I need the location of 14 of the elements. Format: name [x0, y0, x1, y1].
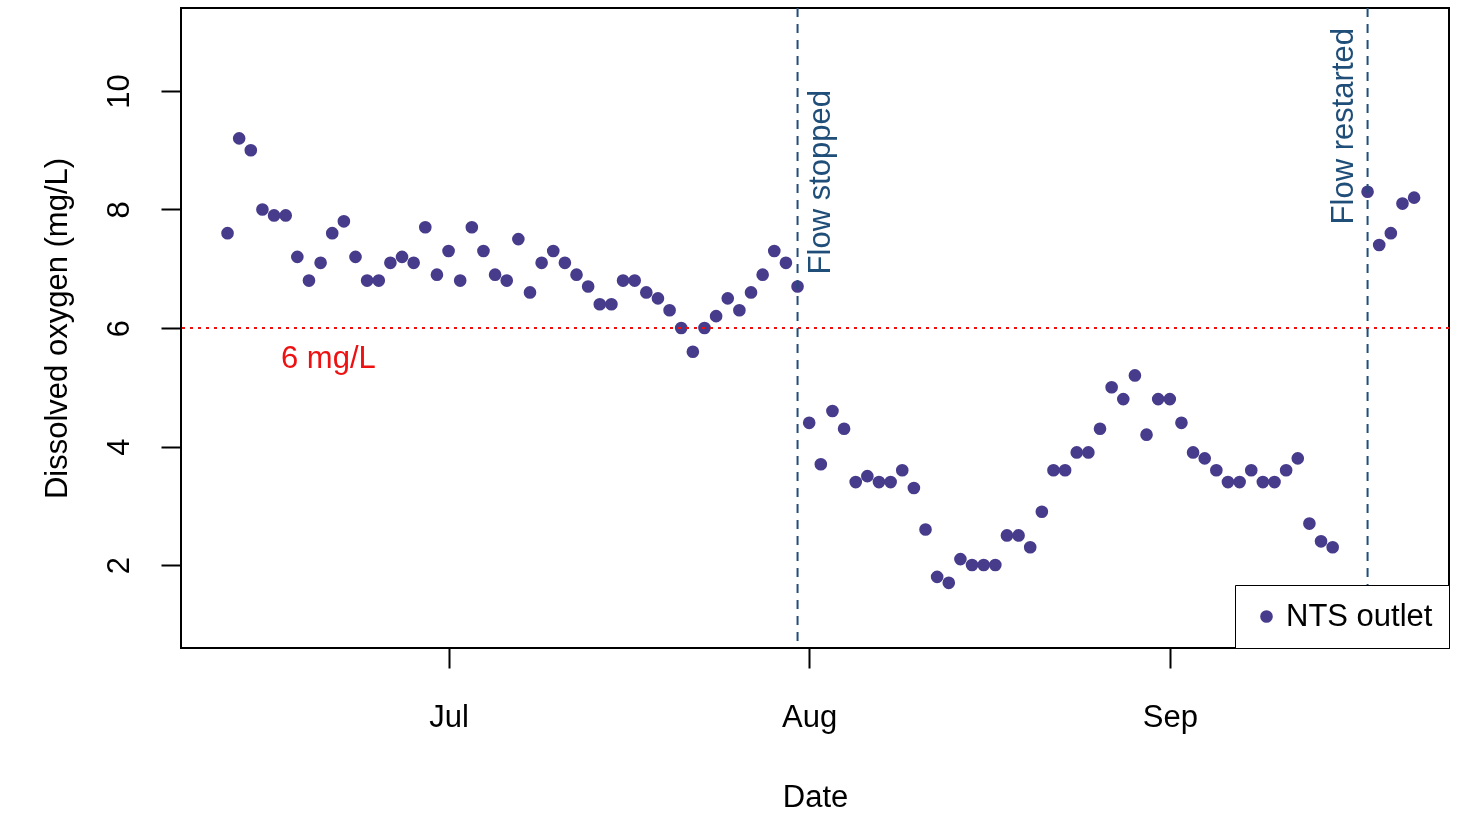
x-axis-title: Date [782, 778, 849, 814]
y-axis-title: Dissolved oxygen (mg/L) [38, 157, 74, 500]
x-tick-label: Jul [429, 698, 469, 734]
y-tick-label: 4 [100, 438, 136, 456]
ref-line-label: Flow stopped [801, 90, 837, 275]
x-tick-label: Aug [782, 698, 838, 734]
y-tick-label: 2 [100, 556, 136, 575]
y-tick-label: 6 [100, 319, 136, 338]
ref-line-label: Flow restarted [1324, 28, 1360, 225]
y-tick-label: 8 [100, 201, 136, 219]
legend-label: NTS outlet [1286, 597, 1433, 633]
ref-line-label: 6 mg/L [281, 340, 376, 375]
y-tick-label: 10 [100, 74, 136, 109]
x-tick-label: Sep [1142, 698, 1198, 734]
